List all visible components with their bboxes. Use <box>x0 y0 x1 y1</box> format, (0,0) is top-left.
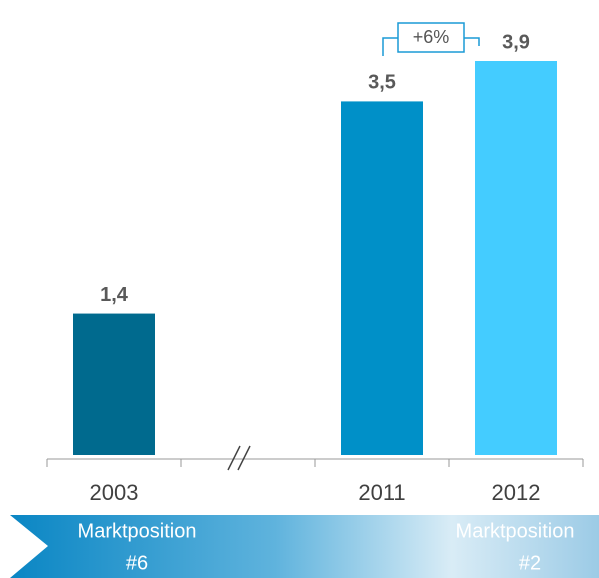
footer-text: Marktposition <box>456 520 575 542</box>
bar <box>341 101 423 456</box>
footer-text: #2 <box>519 552 541 574</box>
x-tick-label: 2003 <box>90 480 139 505</box>
data-label: 3,9 <box>502 31 530 53</box>
axis-break <box>227 445 251 471</box>
x-tick-label: 2011 <box>358 480 405 505</box>
data-label: 3,5 <box>368 72 396 94</box>
data-label: 1,4 <box>100 284 129 306</box>
bar <box>475 61 557 455</box>
footer-banner <box>10 515 599 578</box>
growth-bracket <box>382 22 480 56</box>
x-tick-label: 2012 <box>492 480 541 505</box>
bar <box>73 313 155 455</box>
footer-text: Marktposition <box>78 520 197 542</box>
footer-text: #6 <box>126 552 148 574</box>
growth-annotation: +6% <box>413 27 450 47</box>
